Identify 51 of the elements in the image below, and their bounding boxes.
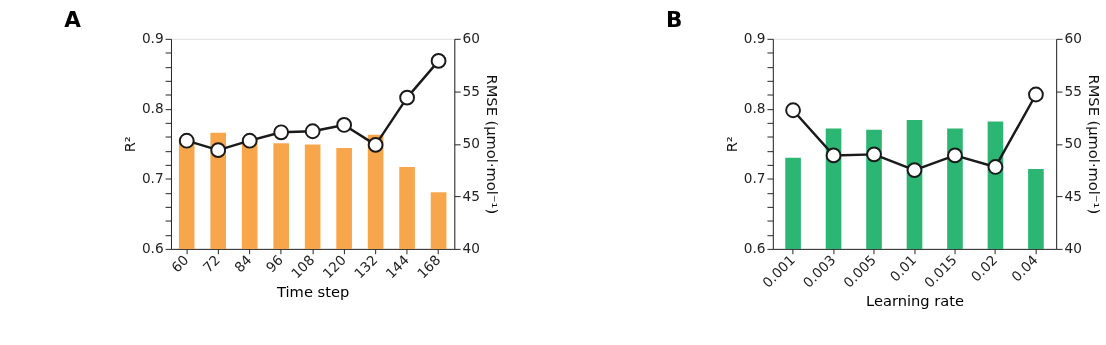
y-tick-label: 0.9 <box>743 30 766 47</box>
x-tick-label: 72 <box>199 251 224 276</box>
y-axis-title: R² <box>722 136 740 153</box>
point <box>825 147 842 164</box>
point <box>304 123 321 140</box>
y-tick-label: 0.6 <box>743 240 766 257</box>
point <box>178 132 195 149</box>
x-tick-label: 168 <box>413 251 444 282</box>
x-axis-title: Time step <box>276 283 350 301</box>
y2-tick-label: 45 <box>462 187 481 204</box>
x-tick-label: 144 <box>382 251 412 282</box>
x-tick-label: 60 <box>168 251 192 276</box>
y-tick-label: 0.7 <box>141 170 164 187</box>
y2-axis-title: RMSE (μmol·mol⁻¹) <box>1085 74 1103 215</box>
chart-title: A <box>64 7 82 33</box>
y-tick-label: 0.9 <box>141 30 164 47</box>
y-tick-label: 0.7 <box>743 170 766 187</box>
x-tick-label: 120 <box>319 251 350 282</box>
y-tick-label: 0.8 <box>141 100 164 117</box>
y2-tick-label: 55 <box>462 82 481 99</box>
y2-tick-label: 45 <box>1064 187 1082 204</box>
y2-tick-label: 60 <box>462 30 481 47</box>
x-tick-label: 132 <box>350 251 381 282</box>
y2-tick-label: 60 <box>1064 30 1082 47</box>
y2-tick-label: 40 <box>462 240 481 257</box>
point <box>241 132 258 149</box>
point <box>947 147 963 164</box>
point <box>336 117 353 133</box>
chart-title: B <box>666 7 683 33</box>
x-tick-label: 96 <box>262 251 287 276</box>
point <box>399 89 415 106</box>
y2-axis-title: RMSE (μmol·mol⁻¹) <box>483 74 501 215</box>
point <box>430 53 447 69</box>
x-tick-label: 84 <box>230 251 255 276</box>
y2-tick-label: 50 <box>462 135 481 152</box>
point <box>1028 86 1044 103</box>
x-tick-label: 108 <box>287 251 318 282</box>
point <box>785 102 801 119</box>
point <box>210 142 227 159</box>
point <box>866 146 882 163</box>
x-axis-title: Learning rate <box>866 292 964 310</box>
point <box>273 124 290 141</box>
y2-tick-label: 40 <box>1064 240 1082 257</box>
y2-tick-label: 55 <box>1064 82 1082 99</box>
y-axis-title: R² <box>121 136 139 153</box>
y2-tick-label: 50 <box>1064 135 1082 152</box>
y-tick-label: 0.8 <box>743 100 766 117</box>
point <box>367 137 384 153</box>
point <box>987 159 1004 175</box>
y-tick-label: 0.6 <box>141 240 164 257</box>
point <box>906 162 923 178</box>
